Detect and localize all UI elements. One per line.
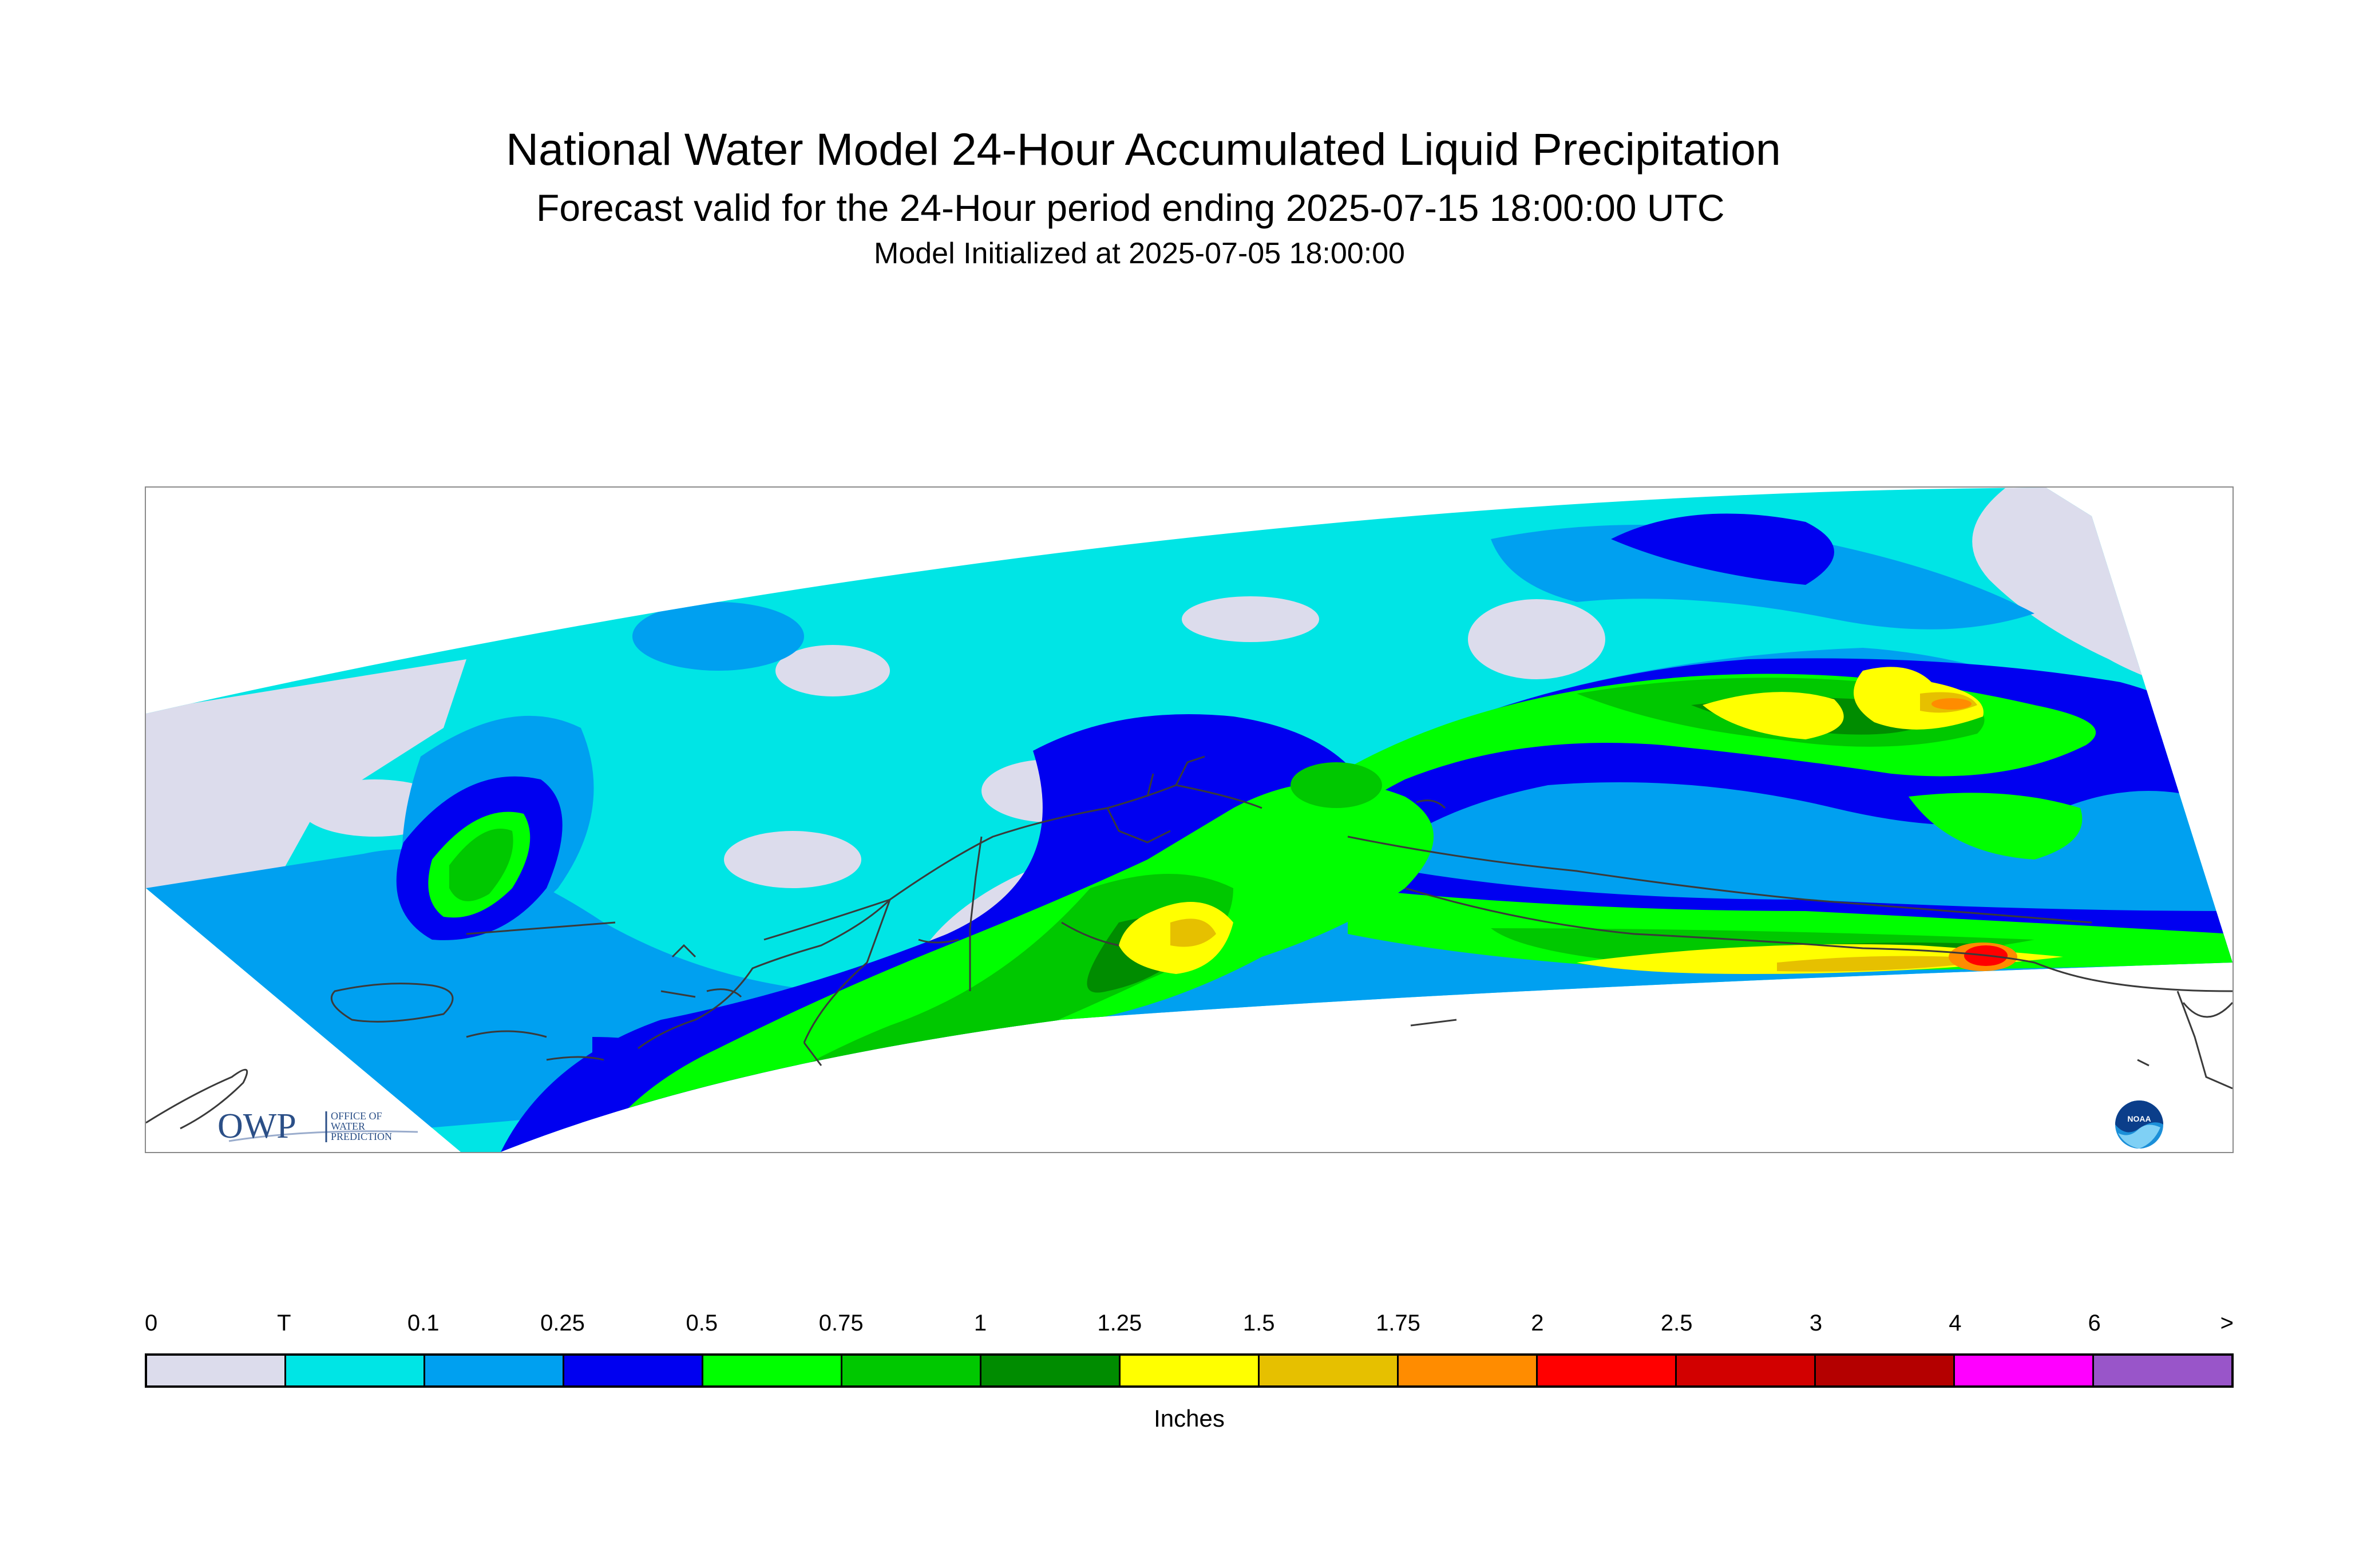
noaa-text: NOAA <box>2127 1114 2151 1123</box>
legend-tick-label: T <box>277 1310 291 1336</box>
legend-swatch <box>2094 1356 2231 1385</box>
legend-tick-label: 1.5 <box>1242 1310 1275 1336</box>
map-title: National Water Model 24-Hour Accumulated… <box>506 124 1781 175</box>
legend-tick-label: 4 <box>1949 1310 1962 1336</box>
owp-line-1: OFFICE OF <box>331 1110 382 1122</box>
legend-tick-label: > <box>2220 1310 2234 1336</box>
legend-colorbar <box>145 1353 2234 1388</box>
legend-tick-label: 0.25 <box>540 1310 585 1336</box>
legend-swatch <box>1538 1356 1677 1385</box>
legend-swatch <box>147 1356 286 1385</box>
legend-tick-label: 0.5 <box>686 1310 718 1336</box>
legend-swatch <box>1121 1356 1260 1385</box>
map-subtitle: Forecast valid for the 24-Hour period en… <box>536 187 1725 229</box>
noaa-emblem: NOAA <box>2115 1100 2163 1149</box>
owp-logo-mark: OWP OFFICE OF WATER PREDICTION <box>217 1107 418 1146</box>
legend-tick-label: 2 <box>1531 1310 1544 1336</box>
legend-tick-label: 1.75 <box>1376 1310 1420 1336</box>
legend-tick-label: 6 <box>2088 1310 2101 1336</box>
legend-swatch <box>1399 1356 1538 1385</box>
legend-tick-label: 2.5 <box>1660 1310 1693 1336</box>
coastlines <box>146 755 2232 1130</box>
legend-tick-label: 1 <box>973 1310 987 1336</box>
legend-tick-label: 0.75 <box>818 1310 864 1336</box>
legend-swatch <box>842 1356 981 1385</box>
legend-tick-label: 0.1 <box>407 1310 440 1336</box>
owp-letters: OWP <box>217 1107 296 1146</box>
owp-logo: OWP OFFICE OF WATER PREDICTION <box>217 1103 423 1147</box>
noaa-logo: NOAA <box>2113 1099 2165 1150</box>
legend-swatch <box>286 1356 425 1385</box>
legend-swatch <box>564 1356 703 1385</box>
owp-line-2: WATER <box>331 1120 365 1132</box>
legend-units: Inches <box>1154 1405 1225 1432</box>
legend-tick-label: 0 <box>145 1310 158 1336</box>
legend-tick-label: 1.25 <box>1097 1310 1142 1336</box>
precip-map <box>146 488 2232 1152</box>
legend-swatch <box>1677 1356 1816 1385</box>
owp-line-3: PREDICTION <box>331 1131 392 1142</box>
legend-swatch <box>1955 1356 2094 1385</box>
legend-swatch <box>703 1356 842 1385</box>
legend-swatch <box>1816 1356 1955 1385</box>
color-legend: 0 T 0.1 0.25 0.5 0.75 1 1.25 1.5 1.75 2 2.5 3 4 6 > Inc… <box>145 1310 2234 1459</box>
init-time: Model Initialized at 2025-07-05 18:00:00 <box>874 237 1405 270</box>
legend-swatch <box>981 1356 1121 1385</box>
legend-swatch <box>1260 1356 1399 1385</box>
legend-tick-label: 3 <box>1809 1310 1823 1336</box>
precip-field <box>146 488 2232 1152</box>
map-panel <box>145 486 2234 1153</box>
legend-swatch <box>425 1356 564 1385</box>
